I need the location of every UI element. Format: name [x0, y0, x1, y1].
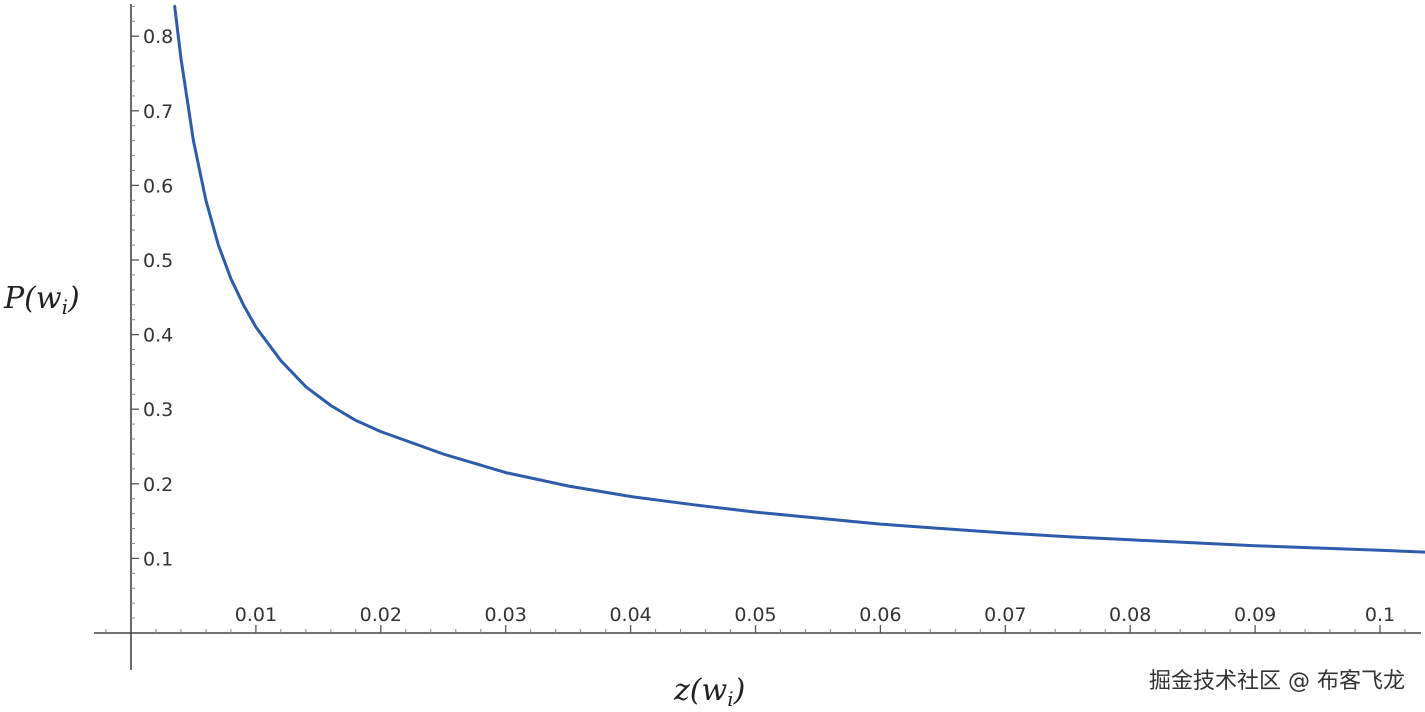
y-tick-label: 0.3 — [143, 399, 173, 421]
x-ticks: 0.01 0.02 0.03 0.04 0.05 0.06 0.07 0.08 0.09 0.1 — [105, 604, 1406, 633]
y-tick-label: 0.4 — [143, 325, 173, 347]
x-tick-label: 0.01 — [235, 604, 277, 626]
x-axis-label-tail: ) — [733, 673, 746, 708]
y-tick-label: 0.6 — [143, 175, 173, 197]
x-tick-label: 0.02 — [360, 604, 402, 626]
y-axis-label-tail: ) — [67, 281, 80, 316]
x-tick-label: 0.1 — [1365, 604, 1395, 626]
series-line — [173, 4, 1425, 554]
x-axis-label-sub: i — [727, 687, 733, 711]
y-tick-label: 0.2 — [143, 474, 173, 496]
x-tick-label: 0.04 — [609, 604, 651, 626]
x-tick-label: 0.09 — [1234, 604, 1276, 626]
y-tick-label: 0.8 — [143, 26, 173, 48]
y-axis-label-base: P(w — [3, 281, 62, 316]
y-axis-label-sub: i — [62, 295, 68, 319]
x-tick-label: 0.03 — [485, 604, 527, 626]
y-ticks: 0.1 0.2 0.3 0.4 0.5 0.6 0.7 0.8 — [131, 5, 173, 619]
y-axis-label: P(wi) — [3, 281, 80, 319]
x-tick-label: 0.05 — [734, 604, 776, 626]
x-axis-label-base: z(w — [673, 673, 728, 708]
y-tick-label: 0.5 — [143, 250, 173, 272]
axes — [94, 4, 1421, 670]
x-axis-label: z(wi) — [673, 673, 745, 711]
watermark: 掘金技术社区 @ 布客飞龙 — [1149, 669, 1405, 694]
series-layer — [173, 4, 1425, 554]
x-tick-label: 0.06 — [859, 604, 901, 626]
x-tick-label: 0.07 — [984, 604, 1026, 626]
y-tick-label: 0.7 — [143, 101, 173, 123]
y-tick-label: 0.1 — [143, 548, 173, 570]
x-tick-label: 0.08 — [1109, 604, 1151, 626]
